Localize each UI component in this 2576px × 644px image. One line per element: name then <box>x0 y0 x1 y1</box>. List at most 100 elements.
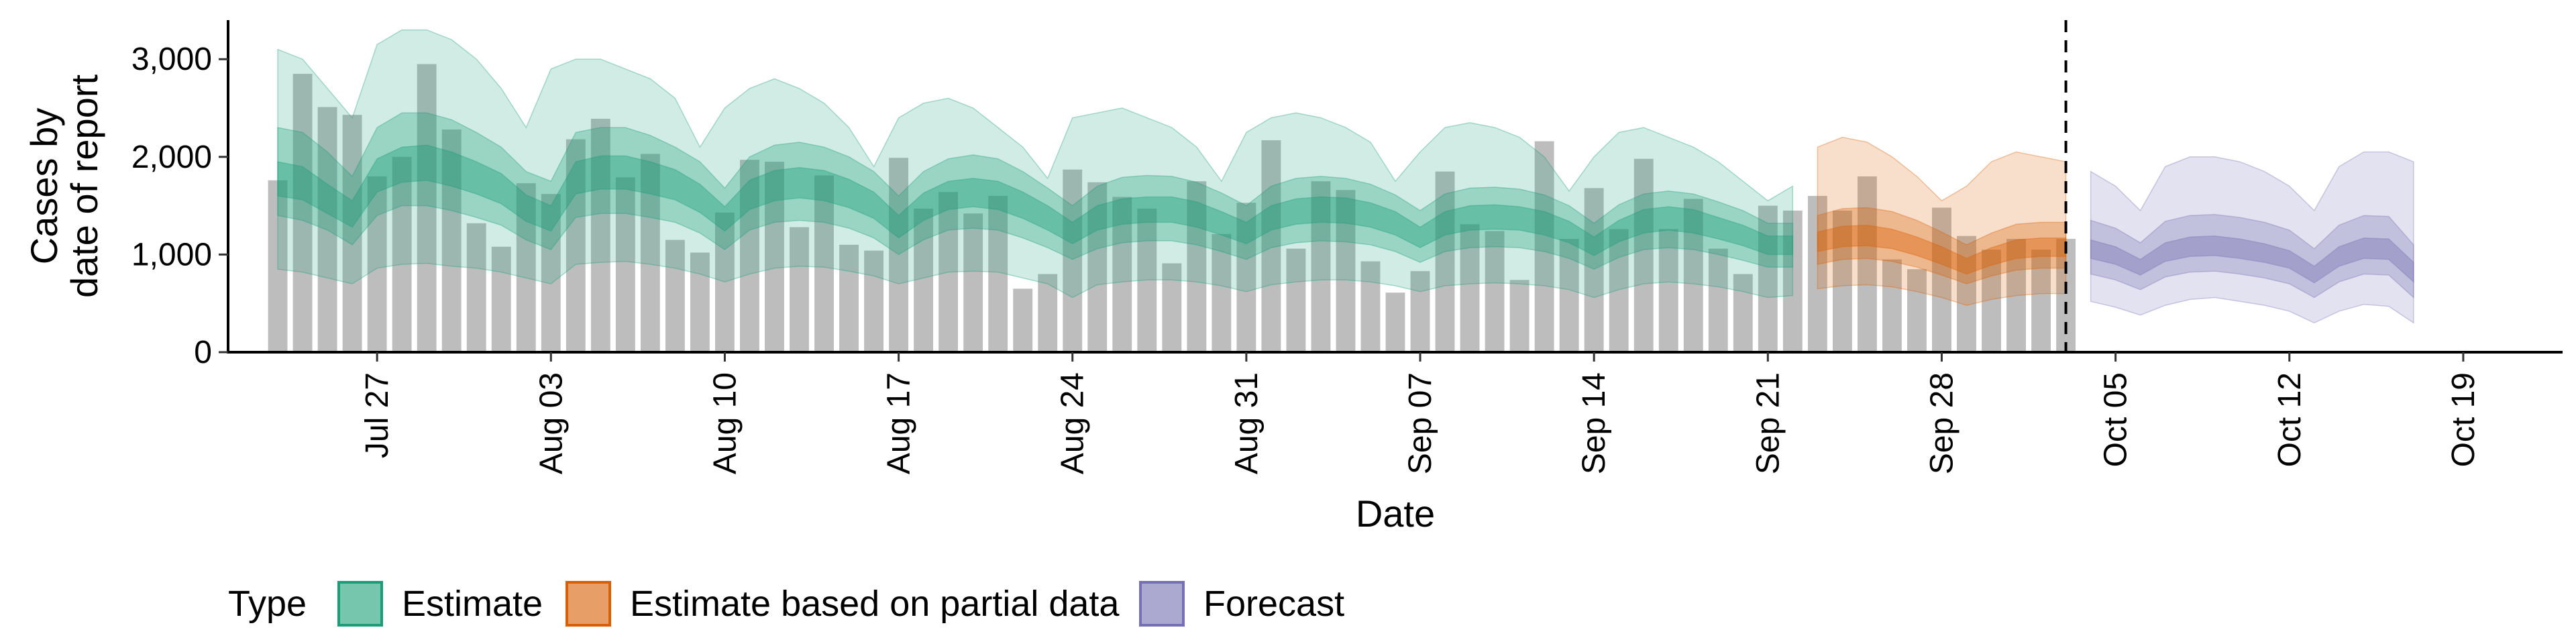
case-bar <box>1782 210 1803 352</box>
case-bar <box>1758 205 1778 352</box>
case-bar <box>963 213 983 352</box>
case-bar <box>1982 250 2001 352</box>
legend-label: Forecast <box>1203 584 1344 624</box>
case-bar <box>1633 158 1654 352</box>
case-bar <box>566 139 586 352</box>
estimate-ribbon-90 <box>277 29 1794 299</box>
case-bar <box>814 175 834 352</box>
y-tick-label: 3,000 <box>131 42 212 77</box>
y-axis: 0 1,000 2,000 3,000 <box>131 20 229 370</box>
case-bar <box>1609 229 1629 352</box>
case-bar <box>1932 207 1951 352</box>
case-bar <box>1733 274 1753 352</box>
case-bar <box>839 244 859 352</box>
legend-label: Estimate <box>402 584 543 624</box>
y-axis-title-line: date of report <box>63 74 105 299</box>
case-bar <box>615 177 635 352</box>
case-bar <box>1162 263 1182 352</box>
case-bar <box>864 250 883 352</box>
x-tick-label: Oct 19 <box>2446 372 2481 467</box>
x-axis-title: Date <box>1356 492 1435 535</box>
case-bar <box>1857 176 1877 352</box>
case-bar <box>1261 140 1281 352</box>
forecast-ribbon-90 <box>2090 151 2414 324</box>
case-bar <box>491 246 511 352</box>
case-bar <box>938 192 959 352</box>
case-bar <box>417 64 437 352</box>
legend-label: Estimate based on partial data <box>630 584 1120 624</box>
case-bar <box>1063 169 1083 352</box>
legend: Type Estimate Estimate based on partial da… <box>228 581 1344 627</box>
case-bar <box>1112 197 1132 352</box>
case-bar <box>466 223 486 352</box>
case-bar <box>541 194 561 352</box>
x-tick-label: Oct 05 <box>2098 372 2134 467</box>
x-tick-label: Aug 03 <box>533 372 569 474</box>
case-bar <box>1509 280 1529 352</box>
x-tick-label: Sep 14 <box>1576 372 1612 474</box>
case-bar <box>590 119 610 352</box>
case-bar <box>1187 181 1207 352</box>
x-tick-label: Aug 10 <box>707 372 743 474</box>
case-bar <box>1435 171 1455 353</box>
case-bar <box>1460 224 1480 352</box>
case-bar <box>1807 196 1827 352</box>
case-bar <box>1957 235 1976 352</box>
legend-swatch <box>337 581 383 627</box>
case-bar <box>1311 181 1331 352</box>
y-tick-label: 2,000 <box>131 140 212 175</box>
case-bar <box>665 239 685 352</box>
case-bar <box>640 154 660 353</box>
case-bar <box>1360 261 1381 352</box>
x-tick-label: Oct 12 <box>2272 372 2308 467</box>
case-bar <box>988 196 1008 352</box>
case-bar <box>1410 271 1430 352</box>
case-bar <box>714 212 735 352</box>
case-bar <box>790 227 809 352</box>
ribbons-layer <box>277 29 2414 324</box>
case-bar <box>342 115 362 352</box>
x-tick-label: Sep 28 <box>1924 372 1960 474</box>
case-bar <box>1013 288 1033 352</box>
case-bar <box>740 160 759 353</box>
case-bar <box>317 107 337 352</box>
case-bar <box>2031 250 2051 352</box>
bars-layer <box>268 64 2076 353</box>
case-bar <box>441 129 462 352</box>
case-bar <box>392 156 412 352</box>
case-bar <box>1658 229 1678 352</box>
case-bar <box>1559 239 1579 352</box>
case-bar <box>1286 248 1306 352</box>
case-bar <box>1087 182 1108 352</box>
case-bar <box>914 208 934 352</box>
case-bar <box>516 183 536 352</box>
case-bar <box>1683 199 1703 352</box>
x-tick-label: Aug 17 <box>881 372 917 474</box>
case-bar <box>1385 292 1405 352</box>
case-bar <box>1485 231 1505 352</box>
case-bar <box>1236 203 1256 352</box>
x-tick-label: Aug 24 <box>1055 372 1091 474</box>
case-bar <box>889 158 909 352</box>
case-bar <box>292 74 313 352</box>
x-tick-label: Sep 07 <box>1403 372 1438 474</box>
legend-title: Type <box>228 584 307 624</box>
case-bar <box>1832 210 1852 352</box>
case-bar <box>367 176 387 352</box>
y-axis-title: Cases bydate of report <box>23 74 105 299</box>
case-bar <box>1534 141 1554 352</box>
x-axis: Jul 27 Aug 03 Aug 10 Aug 17 Aug 24 Aug 31 Sep … <box>228 351 2563 474</box>
y-axis-title-line: Cases by <box>23 108 65 264</box>
estimate-ribbon-20 <box>277 144 1794 256</box>
x-tick-label: Jul 27 <box>360 372 395 458</box>
case-bar <box>1212 233 1232 352</box>
case-bar <box>1336 190 1356 352</box>
x-tick-label: Sep 21 <box>1750 372 1786 474</box>
y-tick-label: 1,000 <box>131 237 212 272</box>
case-bar <box>1708 248 1728 352</box>
y-tick-label: 0 <box>194 335 212 370</box>
case-bar <box>1907 269 1927 352</box>
legend-swatch <box>566 581 611 627</box>
case-bar <box>1882 259 1902 352</box>
